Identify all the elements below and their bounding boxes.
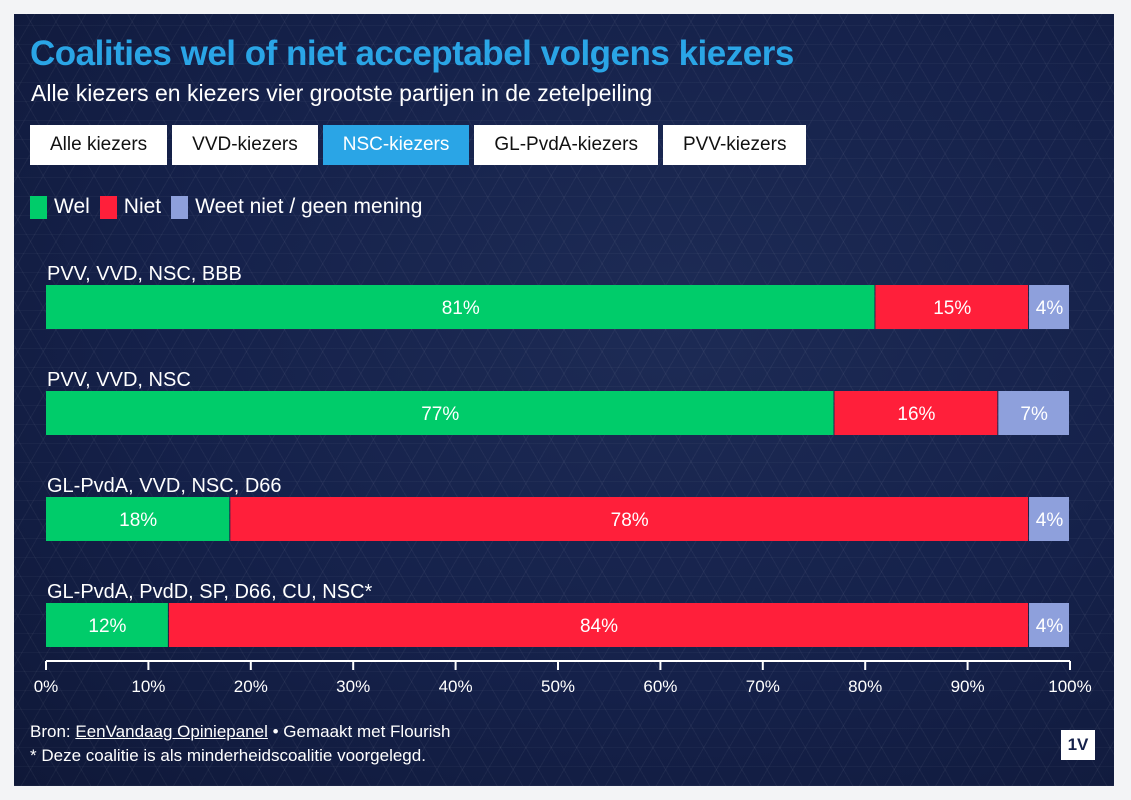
- category-label: GL-PvdA, PvdD, SP, D66, CU, NSC*: [47, 581, 373, 603]
- source-line: Bron: EenVandaag Opiniepanel • Gemaakt m…: [30, 720, 451, 744]
- x-tick-label: 70%: [746, 677, 780, 696]
- category-label: GL-PvdA, VVD, NSC, D66: [47, 475, 282, 497]
- made-with-text: • Gemaakt met Flourish: [267, 722, 451, 741]
- data-label-wel: 77%: [421, 404, 459, 425]
- tab-gl-pvda-kiezers[interactable]: GL-PvdA-kiezers: [474, 125, 658, 165]
- bar-niet: [875, 285, 1029, 329]
- data-label-wel: 81%: [442, 298, 480, 319]
- bar-weet-niet-geen-mening: [998, 391, 1069, 435]
- x-tick-label: 50%: [541, 677, 575, 696]
- legend-label-niet: Niet: [123, 195, 162, 218]
- x-tick-label: 10%: [131, 677, 165, 696]
- chart-panel: Coalities wel of niet acceptabel volgens…: [14, 14, 1114, 786]
- filter-tabs: Alle kiezers VVD-kiezers NSC-kiezers GL-…: [30, 125, 807, 165]
- tab-vvd-kiezers[interactable]: VVD-kiezers: [172, 125, 318, 165]
- x-tick-label: 20%: [234, 677, 268, 696]
- chart-subtitle: Alle kiezers en kiezers vier grootste pa…: [31, 80, 653, 106]
- bar-niet: [834, 391, 998, 435]
- tab-nsc-kiezers[interactable]: NSC-kiezers: [322, 125, 470, 165]
- legend-item-niet[interactable]: Niet: [99, 195, 162, 219]
- tab-alle-kiezers[interactable]: Alle kiezers: [30, 125, 168, 165]
- x-tick-label: 80%: [848, 677, 882, 696]
- legend-label-weet-niet: Weet niet / geen mening: [195, 195, 423, 218]
- category-label: PVV, VVD, NSC: [47, 369, 191, 391]
- bar-weet-niet-geen-mening: [1029, 603, 1069, 647]
- data-label-wel: 18%: [119, 510, 157, 531]
- data-label-weet-niet-geen-mening: 4%: [1036, 298, 1064, 319]
- x-tick-label: 100%: [1048, 677, 1091, 696]
- chart-footer: Bron: EenVandaag Opiniepanel • Gemaakt m…: [30, 720, 451, 768]
- bar-wel: [46, 391, 834, 435]
- bar-weet-niet-geen-mening: [1029, 497, 1069, 541]
- bar-niet: [230, 497, 1029, 541]
- x-tick-label: 30%: [336, 677, 370, 696]
- x-tick-label: 40%: [439, 677, 473, 696]
- x-tick-label: 90%: [951, 677, 985, 696]
- bar-niet: [168, 603, 1029, 647]
- category-label: PVV, VVD, NSC, BBB: [47, 263, 242, 285]
- bar-wel: [46, 285, 875, 329]
- data-label-weet-niet-geen-mening: 4%: [1036, 510, 1064, 531]
- legend-swatch-niet: [99, 195, 117, 219]
- source-prefix: Bron:: [30, 722, 76, 741]
- data-label-weet-niet-geen-mening: 4%: [1036, 616, 1064, 637]
- legend-item-weet-niet[interactable]: Weet niet / geen mening: [171, 195, 422, 219]
- chart-title: Coalities wel of niet acceptabel volgens…: [30, 34, 794, 73]
- source-link[interactable]: EenVandaag Opiniepanel: [75, 722, 268, 741]
- x-tick-label: 0%: [34, 677, 59, 696]
- bar-weet-niet-geen-mening: [1029, 285, 1069, 329]
- bar-wel: [46, 603, 168, 647]
- data-label-weet-niet-geen-mening: 7%: [1020, 404, 1048, 425]
- legend-item-wel[interactable]: Wel: [30, 195, 90, 219]
- footnote: * Deze coalitie is als minderheidscoalit…: [30, 746, 426, 765]
- data-label-niet: 84%: [580, 616, 618, 637]
- x-tick-label: 60%: [643, 677, 677, 696]
- stacked-bar-chart: PVV, VVD, NSC, BBB 81% 15% 4% PVV, VVD, NSC 7…: [34, 263, 1092, 696]
- eenvandaag-logo: 1V: [1061, 730, 1095, 760]
- data-label-niet: 15%: [933, 298, 971, 319]
- legend-label-wel: Wel: [54, 195, 90, 218]
- data-label-niet: 16%: [897, 404, 935, 425]
- bar-wel: [46, 497, 230, 541]
- data-label-wel: 12%: [88, 616, 126, 637]
- chart-legend: Wel Niet Weet niet / geen mening: [30, 195, 432, 219]
- legend-swatch-wel: [30, 195, 47, 219]
- tab-pvv-kiezers[interactable]: PVV-kiezers: [662, 125, 807, 165]
- data-label-niet: 78%: [611, 510, 649, 531]
- legend-swatch-weet-niet: [171, 195, 189, 219]
